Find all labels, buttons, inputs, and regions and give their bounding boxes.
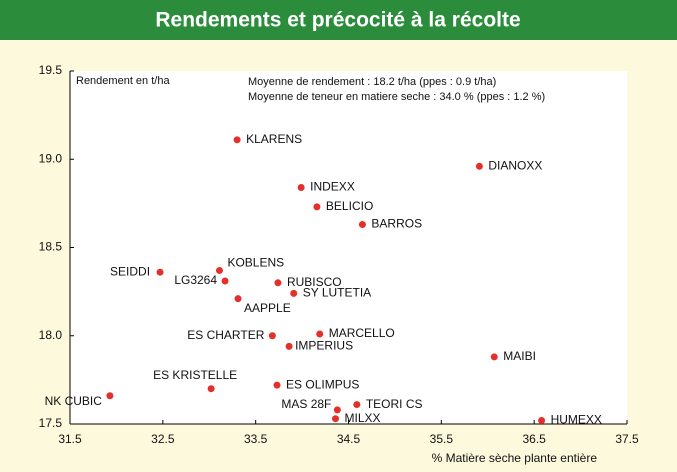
point: [274, 279, 282, 287]
point: [313, 203, 321, 211]
point-label: HUMEXX: [551, 413, 602, 427]
y-tick-label: 19.0: [39, 151, 63, 165]
plot-area: [70, 71, 627, 424]
point-label: BELICIO: [326, 199, 373, 213]
point-label: INDEXX: [310, 180, 355, 194]
point-label: MAIBI: [503, 349, 536, 363]
y-tick-label: 18.0: [39, 328, 63, 342]
x-tick-label: 31.5: [58, 432, 82, 446]
point: [538, 416, 546, 424]
point-label: RUBISCO: [287, 275, 342, 289]
point-label: ES CHARTER: [187, 328, 264, 342]
point: [358, 221, 366, 229]
x-tick-label: 36.5: [522, 432, 546, 446]
point-label: IMPERIUS: [295, 339, 353, 353]
x-tick-label: 35.5: [430, 432, 454, 446]
x-axis-label: % Matière sèche plante entière: [432, 451, 598, 465]
point: [273, 381, 281, 389]
chart-title: Rendements et précocité à la récolte: [155, 9, 520, 32]
point: [156, 268, 164, 276]
title-bar: [0, 0, 677, 40]
point-label: MARCELLO: [329, 326, 395, 340]
point: [215, 266, 223, 274]
point: [475, 162, 483, 170]
annotation: Moyenne de teneur en matiere seche : 34.…: [248, 91, 545, 103]
y-tick-label: 19.5: [39, 63, 63, 77]
annotation: Moyenne de rendement : 18.2 t/ha (ppes :…: [248, 76, 496, 88]
point-label: TEORI CS: [366, 397, 423, 411]
x-tick-label: 37.5: [615, 432, 639, 446]
point: [490, 353, 498, 361]
point-label: LG3264: [174, 273, 217, 287]
x-tick-label: 32.5: [151, 432, 175, 446]
x-tick-label: 34.5: [337, 432, 361, 446]
point-label: SEIDDI: [110, 264, 150, 278]
y-tick-label: 18.5: [39, 240, 63, 254]
point: [290, 289, 298, 297]
point: [285, 342, 293, 350]
point: [297, 183, 305, 191]
y-tick-label: 17.5: [39, 416, 63, 430]
point: [268, 332, 276, 340]
point-label: ES OLIMPUS: [286, 377, 359, 391]
point: [316, 330, 324, 338]
point-label: KOBLENS: [227, 256, 284, 270]
point-label: ES KRISTELLE: [153, 368, 237, 382]
point-label: SY LUTETIA: [303, 286, 371, 300]
point-label: AAPPLE: [244, 301, 291, 315]
point-label: NK CUBIC: [45, 394, 103, 408]
x-tick-label: 33.5: [244, 432, 268, 446]
point: [221, 277, 229, 285]
point: [207, 385, 215, 393]
point: [234, 295, 242, 303]
point-label: DIANOXX: [488, 158, 542, 172]
point: [233, 136, 241, 144]
point: [353, 401, 361, 409]
point: [333, 406, 341, 414]
point: [106, 392, 114, 400]
point-label: KLARENS: [246, 132, 302, 146]
point-label: MAS 28F: [281, 397, 331, 411]
y-axis-label: Rendement en t/ha: [76, 75, 170, 87]
point-label: MILXX: [345, 411, 381, 425]
point: [332, 415, 340, 423]
point-label: BARROS: [371, 217, 422, 231]
